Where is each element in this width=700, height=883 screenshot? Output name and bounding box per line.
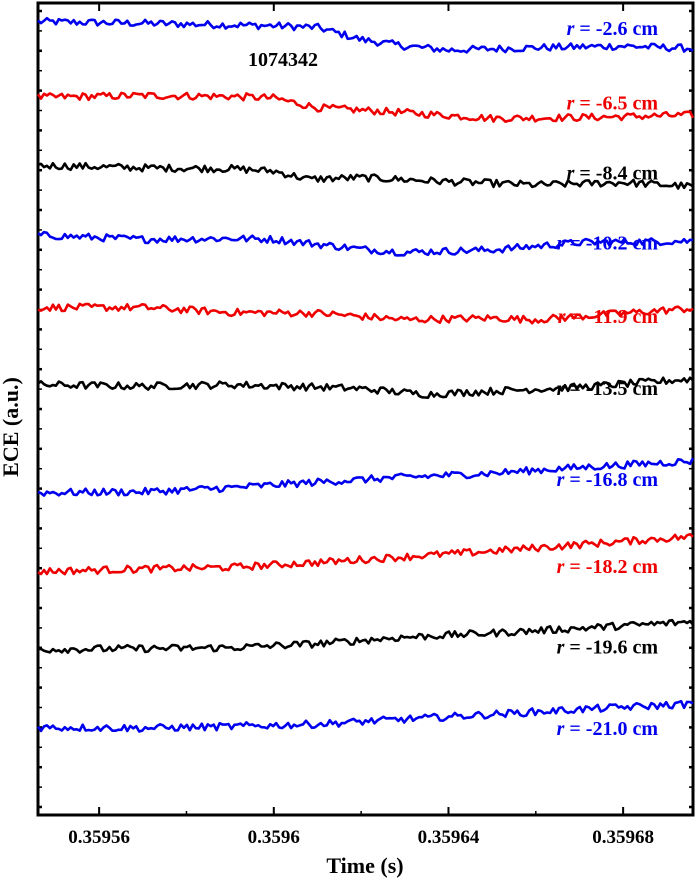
series-line bbox=[37, 376, 694, 399]
series-label-value: = -13.5 cm bbox=[564, 378, 658, 400]
series-label-value: = -11.9 cm bbox=[566, 306, 659, 328]
x-tick-label: 0.35968 bbox=[592, 827, 654, 848]
series-line bbox=[37, 161, 694, 190]
x-tick-label: 0.35956 bbox=[68, 827, 130, 848]
series-label-r: r bbox=[567, 92, 575, 114]
series-label-r: r bbox=[567, 18, 575, 40]
series-line bbox=[37, 16, 694, 54]
series-label: r = -10.2 cm bbox=[557, 233, 659, 255]
series-label-value: = -2.6 cm bbox=[574, 18, 658, 40]
series-label-value: = -16.8 cm bbox=[564, 469, 658, 491]
series-line bbox=[36, 91, 695, 123]
tick-marks bbox=[38, 3, 693, 815]
series-label-r: r bbox=[558, 306, 566, 328]
series-label: r = -18.2 cm bbox=[557, 556, 659, 578]
series-label-r: r bbox=[557, 637, 565, 659]
series-line bbox=[36, 699, 694, 733]
series-label-r: r bbox=[557, 378, 565, 400]
series-lines bbox=[36, 16, 695, 733]
plot-frame bbox=[36, 1, 695, 817]
x-axis-label: Time (s) bbox=[326, 853, 403, 878]
x-tick-labels: 0.35956 0.3596 0.35964 0.35968 bbox=[68, 827, 654, 848]
series-label-value: = -10.2 cm bbox=[564, 233, 658, 255]
x-tick-label: 0.3596 bbox=[248, 827, 300, 848]
series-line bbox=[38, 618, 694, 654]
series-label-value: = -18.2 cm bbox=[564, 556, 658, 578]
shot-number: 1074342 bbox=[248, 49, 318, 71]
series-label-r: r bbox=[557, 233, 565, 255]
series-label: r = -16.8 cm bbox=[557, 469, 659, 491]
series-line bbox=[37, 457, 695, 497]
series-line bbox=[37, 532, 694, 576]
x-tick-label: 0.35964 bbox=[418, 827, 480, 848]
series-label-value: = -6.5 cm bbox=[574, 92, 658, 114]
series-line bbox=[37, 230, 694, 257]
series-label: r = -8.4 cm bbox=[567, 162, 659, 184]
series-label-r: r bbox=[557, 556, 565, 578]
series-label-value: = -8.4 cm bbox=[574, 162, 658, 184]
series-label-r: r bbox=[557, 718, 565, 740]
series-label: r = -2.6 cm bbox=[567, 18, 659, 40]
series-labels: r = -2.6 cmr = -6.5 cmr = -8.4 cmr = -10… bbox=[557, 18, 659, 740]
y-axis-label: ECE (a.u.) bbox=[0, 377, 23, 477]
series-label-r: r bbox=[557, 469, 565, 491]
series-label: r = -6.5 cm bbox=[567, 92, 659, 114]
series-label: r = -11.9 cm bbox=[558, 306, 659, 328]
series-label: r = -19.6 cm bbox=[557, 637, 659, 659]
series-label-value: = -21.0 cm bbox=[564, 718, 658, 740]
series-line bbox=[37, 302, 694, 325]
series-label: r = -21.0 cm bbox=[557, 718, 659, 740]
series-label-r: r bbox=[567, 162, 575, 184]
series-label: r = -13.5 cm bbox=[557, 378, 659, 400]
series-label-value: = -19.6 cm bbox=[564, 637, 658, 659]
